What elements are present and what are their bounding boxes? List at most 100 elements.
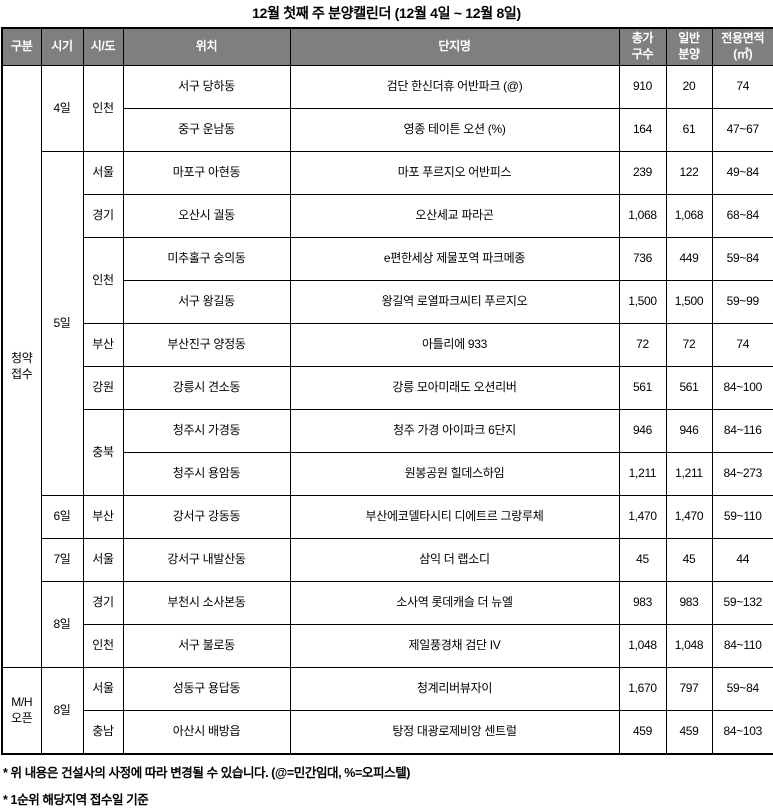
- cell-sido: 충남: [82, 710, 124, 755]
- cell-exclusive-area: 59~84: [711, 237, 773, 281]
- cell-complex-name: 청계리버뷰자이: [289, 667, 620, 711]
- cell-complex-name: 오산세교 파라곤: [289, 194, 620, 238]
- cell-exclusive-area: 74: [711, 65, 773, 109]
- cell-complex-name: 강릉 모아미래도 오션리버: [289, 366, 620, 410]
- cell-total-households: 459: [618, 710, 667, 755]
- cell-period: 8일: [40, 667, 84, 755]
- cell-exclusive-area: 84~103: [711, 710, 773, 755]
- cell-exclusive-area: 59~84: [711, 667, 773, 711]
- cell-exclusive-area: 68~84: [711, 194, 773, 238]
- cell-sido: 인천: [82, 237, 124, 324]
- cell-sido: 인천: [82, 65, 124, 152]
- cell-exclusive-area: 84~100: [711, 366, 773, 410]
- cell-location: 부산진구 양정동: [122, 323, 291, 367]
- header-exclusive-area: 전용면적 (㎡): [711, 27, 773, 66]
- cell-sido: 서울: [82, 538, 124, 582]
- cell-complex-name: 마포 푸르지오 어반피스: [289, 151, 620, 195]
- header-general-supply: 일반 분양: [665, 27, 713, 66]
- cell-total-households: 910: [618, 65, 667, 109]
- cell-location: 오산시 궐동: [122, 194, 291, 238]
- cell-sido: 충북: [82, 409, 124, 496]
- cell-sido: 경기: [82, 194, 124, 238]
- page-title: 12월 첫째 주 분양캘린더 (12월 4일 ~ 12월 8일): [252, 5, 521, 21]
- cell-sido: 인천: [82, 624, 124, 668]
- cell-group-model-house: M/H 오픈: [1, 667, 42, 755]
- cell-general-supply: 61: [665, 108, 713, 152]
- cell-total-households: 983: [618, 581, 667, 625]
- cell-period: 7일: [40, 538, 84, 582]
- cell-general-supply: 45: [665, 538, 713, 582]
- cell-complex-name: 탕정 대광로제비앙 센트럴: [289, 710, 620, 755]
- cell-complex-name: 소사역 롯데캐슬 더 뉴엘: [289, 581, 620, 625]
- table-row: 부산 부산진구 양정동 아틀리에 933 72 72 74: [2, 323, 773, 367]
- cell-sido: 서울: [82, 151, 124, 195]
- cell-location: 강서구 내발산동: [122, 538, 291, 582]
- cell-general-supply: 797: [665, 667, 713, 711]
- cell-exclusive-area: 59~99: [711, 280, 773, 324]
- cell-exclusive-area: 84~273: [711, 452, 773, 496]
- cell-sido: 부산: [82, 495, 124, 539]
- cell-total-households: 1,048: [618, 624, 667, 668]
- cell-period: 5일: [40, 151, 84, 496]
- cell-complex-name: 부산에코델타시티 디에트르 그랑루체: [289, 495, 620, 539]
- cell-location: 미추홀구 숭의동: [122, 237, 291, 281]
- table-row: 인천 미추홀구 숭의동 e편한세상 제물포역 파크메종 736 449 59~8…: [2, 237, 773, 324]
- table-row: 서구 왕길동 왕길역 로열파크씨티 푸르지오 1,500 1,500 59~99: [2, 280, 773, 324]
- cell-total-households: 239: [618, 151, 667, 195]
- cell-location: 서구 불로동: [122, 624, 291, 668]
- cell-total-households: 946: [618, 409, 667, 453]
- table-row: 인천 서구 불로동 제일풍경채 검단 IV 1,048 1,048 84~110: [2, 624, 773, 668]
- cell-period: 6일: [40, 495, 84, 539]
- table-row: 청주시 용암동 원봉공원 힐데스하임 1,211 1,211 84~273: [2, 452, 773, 496]
- table-row: 청약 접수 4일 인천 서구 당하동 검단 한신더휴 어반파크 (@) 910 …: [1, 65, 773, 668]
- cell-location: 청주시 가경동: [122, 409, 291, 453]
- header-total-households: 총가 구수: [618, 27, 667, 66]
- cell-general-supply: 1,470: [665, 495, 713, 539]
- table-row: 6일 부산 강서구 강동동 부산에코델타시티 디에트르 그랑루체 1,470 1…: [2, 495, 773, 539]
- cell-general-supply: 72: [665, 323, 713, 367]
- cell-general-supply: 1,211: [665, 452, 713, 496]
- cell-total-households: 561: [618, 366, 667, 410]
- cell-general-supply: 946: [665, 409, 713, 453]
- cell-exclusive-area: 47~67: [711, 108, 773, 152]
- cell-total-households: 72: [618, 323, 667, 367]
- table-row: 5일 서울 마포구 아현동 마포 푸르지오 어반피스 239 122 49~84: [2, 151, 773, 496]
- cell-sido: 강원: [82, 366, 124, 410]
- table-row: 충북 청주시 가경동 청주 가경 아이파크 6단지 946 946 84~116: [2, 409, 773, 496]
- cell-general-supply: 20: [665, 65, 713, 109]
- cell-general-supply: 449: [665, 237, 713, 281]
- table-row: 8일 경기 부천시 소사본동 소사역 롯데캐슬 더 뉴엘 983 983 59~…: [2, 581, 773, 668]
- cell-general-supply: 561: [665, 366, 713, 410]
- header-period: 시기: [40, 27, 84, 66]
- table-row: 충남 아산시 배방읍 탕정 대광로제비앙 센트럴 459 459 84~103: [2, 710, 773, 755]
- cell-exclusive-area: 84~110: [711, 624, 773, 668]
- cell-location: 청주시 용암동: [122, 452, 291, 496]
- footnote-change-notice: * 위 내용은 건설사의 사정에 따라 변경될 수 있습니다. (@=민간임대,…: [3, 766, 411, 780]
- cell-location: 중구 운남동: [122, 108, 291, 152]
- cell-location: 강서구 강동동: [122, 495, 291, 539]
- cell-location: 마포구 아현동: [122, 151, 291, 195]
- table-row: 강원 강릉시 견소동 강릉 모아미래도 오션리버 561 561 84~100: [2, 366, 773, 410]
- cell-period: 8일: [40, 581, 84, 668]
- cell-total-households: 1,211: [618, 452, 667, 496]
- header-row: 구분 시기 시/도 위치 단지명 총가 구수 일반 분양 전용면적 (㎡): [1, 27, 773, 66]
- cell-exclusive-area: 59~110: [711, 495, 773, 539]
- cell-exclusive-area: 84~116: [711, 409, 773, 453]
- cell-exclusive-area: 49~84: [711, 151, 773, 195]
- cell-general-supply: 983: [665, 581, 713, 625]
- table-row: 7일 서울 강서구 내발산동 삼익 더 랩소디 45 45 44: [2, 538, 773, 582]
- cell-total-households: 1,500: [618, 280, 667, 324]
- cell-complex-name: 검단 한신더휴 어반파크 (@): [289, 65, 620, 109]
- cell-location: 서구 왕길동: [122, 280, 291, 324]
- cell-location: 부천시 소사본동: [122, 581, 291, 625]
- footnote-first-priority: * 1순위 해당지역 접수일 기준: [3, 793, 149, 807]
- cell-location: 성동구 용답동: [122, 667, 291, 711]
- cell-general-supply: 1,500: [665, 280, 713, 324]
- table-row: 중구 운남동 영종 테이튼 오션 (%) 164 61 47~67: [2, 108, 773, 152]
- cell-complex-name: 아틀리에 933: [289, 323, 620, 367]
- header-sido: 시/도: [82, 27, 124, 66]
- cell-sido: 서울: [82, 667, 124, 711]
- cell-complex-name: 제일풍경채 검단 IV: [289, 624, 620, 668]
- cell-sido: 부산: [82, 323, 124, 367]
